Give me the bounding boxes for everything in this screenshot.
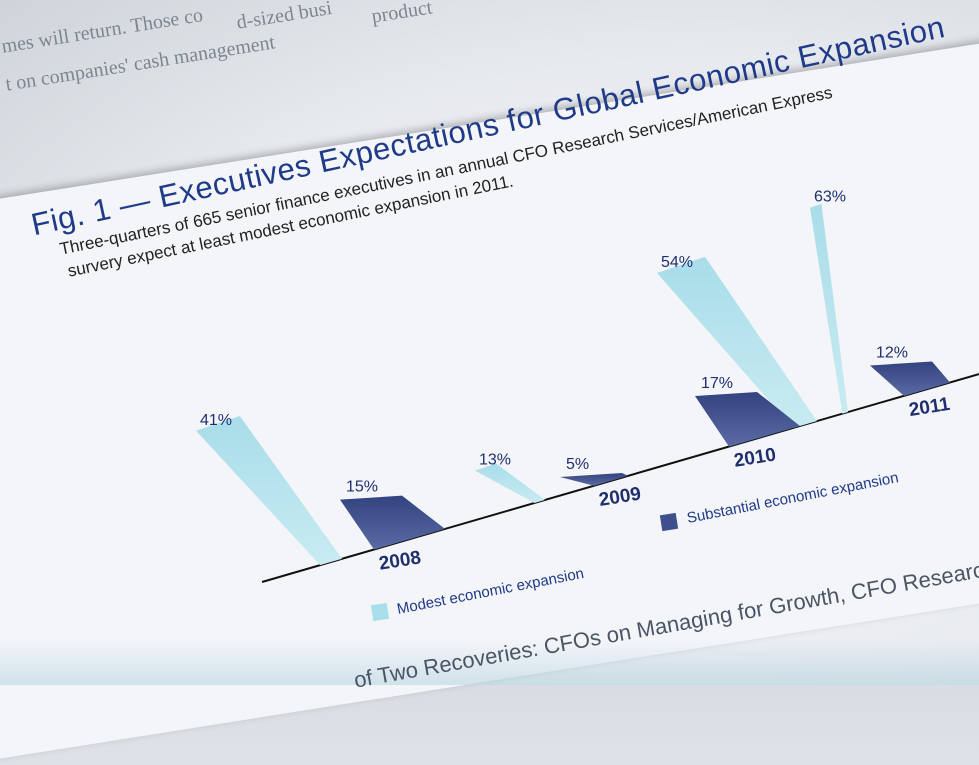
bar-modest-2008 bbox=[196, 415, 342, 566]
bar-chart: 41% 15% 2008 13% 5% 2009 54% 17% 2010 63% 12% 2011 M… bbox=[196, 189, 979, 622]
bar-label-modest-2010: 54% bbox=[661, 254, 693, 271]
sheet-edge bbox=[0, 640, 979, 685]
legend-swatch-modest bbox=[370, 602, 390, 622]
legend-label-substantial: Substantial economic expansion bbox=[686, 469, 900, 527]
category-label-2008: 2008 bbox=[377, 547, 422, 574]
bar-modest-2011 bbox=[810, 203, 848, 414]
bar-label-substantial-2011: 12% bbox=[876, 345, 908, 362]
bar-substantial-2011 bbox=[870, 361, 950, 396]
bar-label-substantial-2010: 17% bbox=[701, 375, 733, 392]
category-label-2009: 2009 bbox=[597, 484, 642, 511]
bar-label-modest-2011: 63% bbox=[814, 189, 846, 206]
bar-modest-2009 bbox=[475, 463, 545, 503]
bar-label-modest-2008: 41% bbox=[200, 412, 232, 429]
bar-label-modest-2009: 13% bbox=[479, 452, 511, 469]
bar-label-substantial-2008: 15% bbox=[346, 479, 378, 496]
category-label-2010: 2010 bbox=[732, 444, 777, 471]
bar-label-substantial-2009: 5% bbox=[566, 456, 589, 473]
legend-label-modest: Modest economic expansion bbox=[396, 565, 586, 618]
category-label-2011: 2011 bbox=[907, 394, 951, 421]
legend-swatch-substantial bbox=[659, 512, 679, 532]
bar-modest-2010 bbox=[657, 256, 817, 429]
bar-substantial-2008 bbox=[340, 495, 445, 550]
bar-substantial-2009 bbox=[560, 472, 628, 486]
bar-substantial-2010 bbox=[695, 391, 800, 447]
